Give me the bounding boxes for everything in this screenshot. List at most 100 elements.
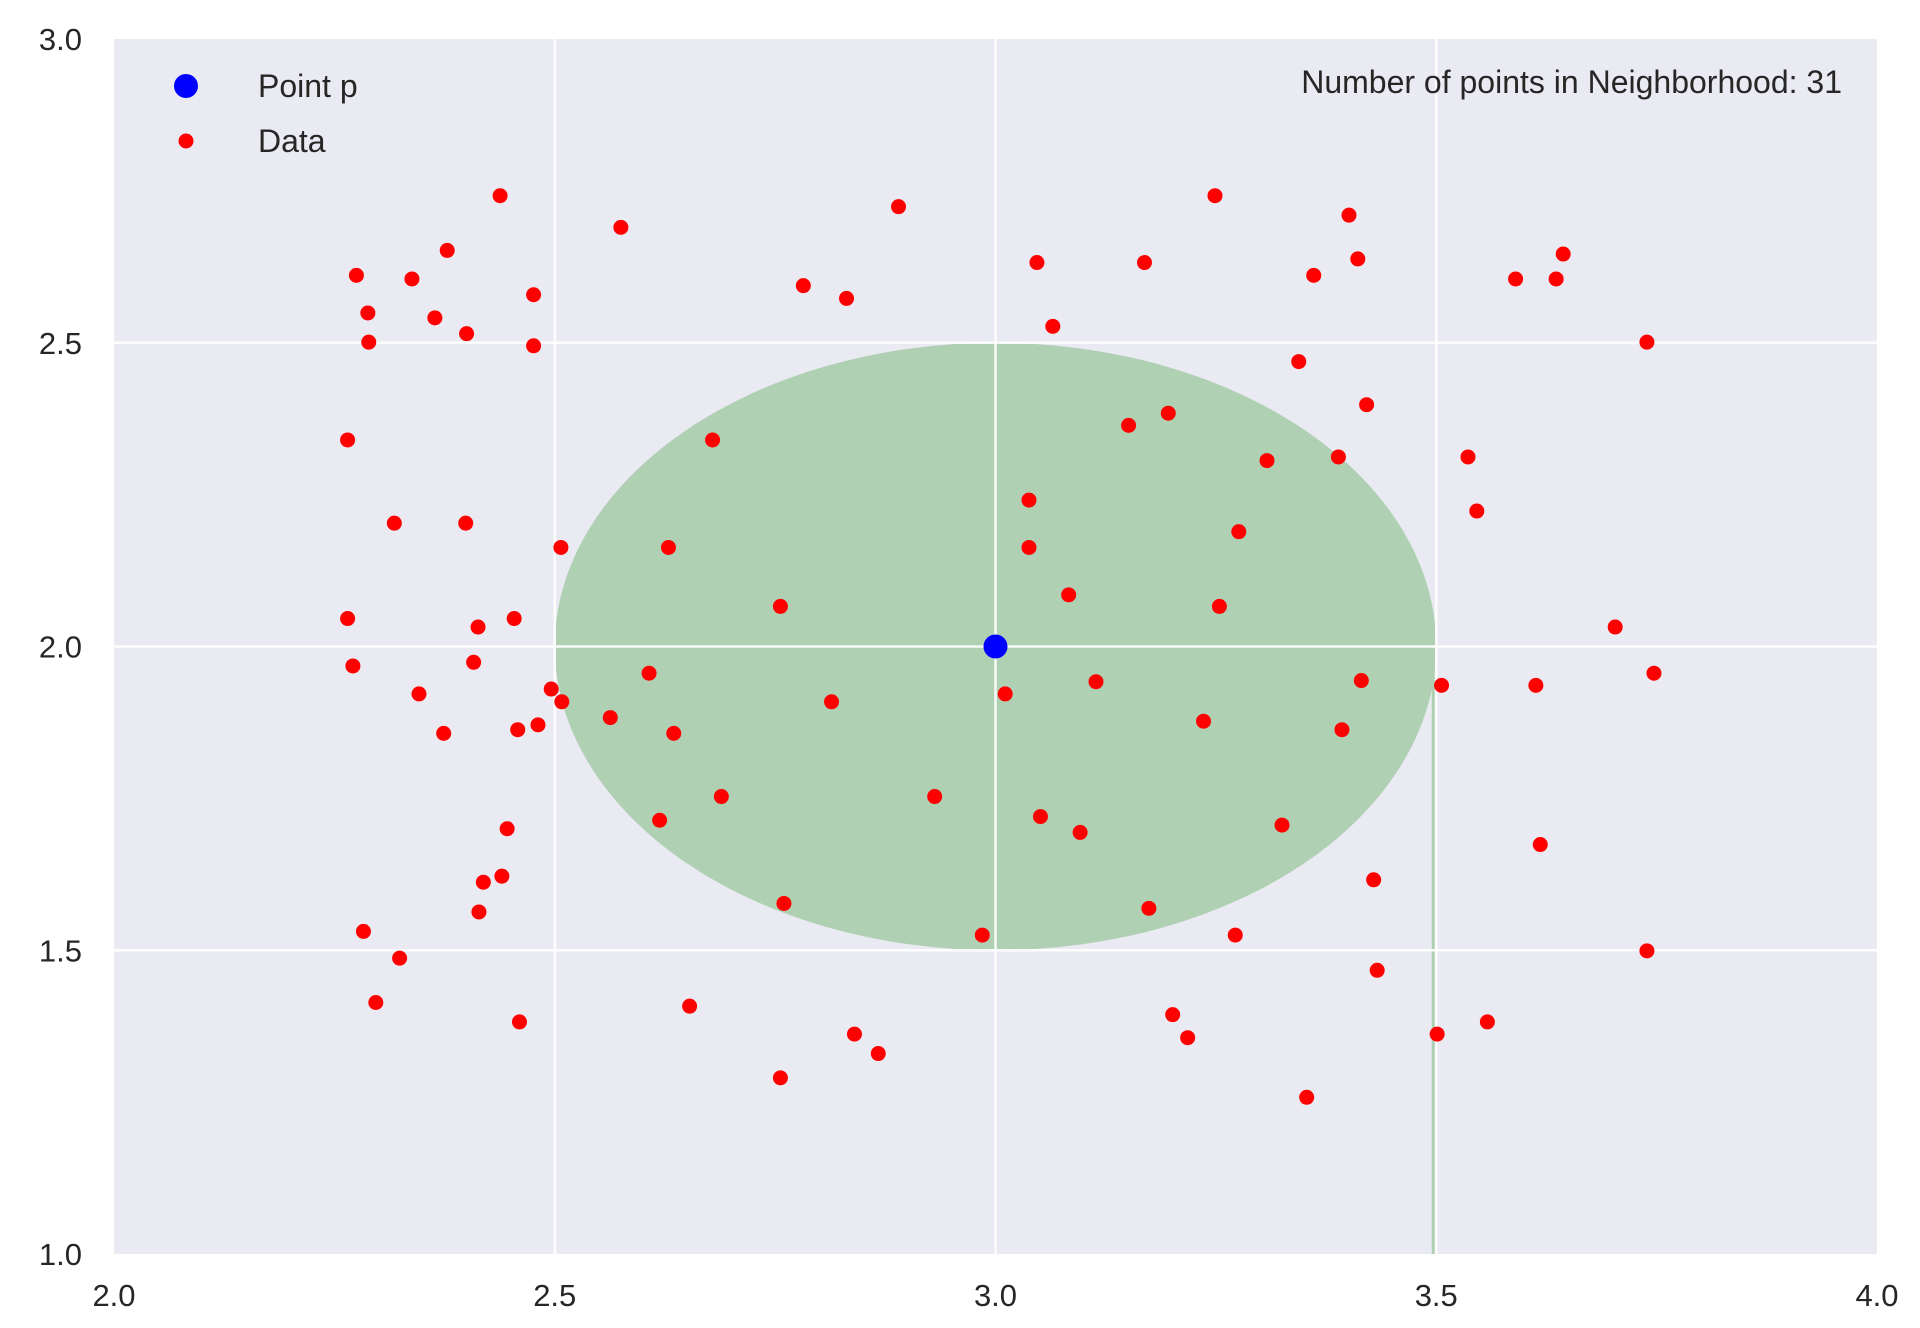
data-point bbox=[1646, 665, 1662, 681]
data-point bbox=[1231, 524, 1247, 540]
data-point bbox=[602, 710, 618, 726]
data-point bbox=[824, 694, 840, 710]
data-point bbox=[526, 338, 542, 354]
data-point bbox=[1207, 188, 1223, 204]
data-point bbox=[368, 994, 384, 1010]
data-point bbox=[891, 199, 907, 215]
data-point bbox=[1180, 1030, 1196, 1046]
data-point bbox=[340, 611, 356, 627]
data-point bbox=[772, 1070, 788, 1086]
neighborhood-count-annotation: Number of points in Neighborhood: 31 bbox=[1301, 64, 1842, 100]
legend-label-point-p: Point p bbox=[258, 68, 358, 104]
data-point bbox=[459, 326, 475, 342]
data-point bbox=[846, 1026, 862, 1042]
data-point bbox=[1479, 1014, 1495, 1030]
data-point bbox=[1029, 255, 1045, 271]
data-point bbox=[1528, 677, 1544, 693]
data-point bbox=[1334, 722, 1350, 738]
data-point bbox=[530, 717, 546, 733]
x-axis-ticks: 2.0 2.5 3.0 3.5 4.0 bbox=[92, 1278, 1898, 1313]
data-point bbox=[348, 267, 364, 283]
point-p bbox=[983, 634, 1008, 659]
data-point bbox=[392, 950, 408, 966]
data-point bbox=[494, 868, 510, 884]
data-point bbox=[1366, 872, 1382, 888]
data-point bbox=[492, 188, 508, 204]
data-point bbox=[466, 654, 482, 670]
data-point bbox=[1072, 824, 1088, 840]
data-point bbox=[360, 305, 376, 321]
data-point bbox=[705, 432, 721, 448]
data-point bbox=[776, 895, 792, 911]
legend-data-icon bbox=[178, 133, 194, 149]
data-point bbox=[666, 725, 682, 741]
data-point bbox=[470, 619, 486, 635]
data-point bbox=[1291, 354, 1307, 370]
legend: Point p Data bbox=[174, 68, 358, 159]
data-point bbox=[1165, 1007, 1181, 1023]
data-point bbox=[471, 904, 487, 920]
y-tick-label: 2.5 bbox=[39, 326, 82, 361]
y-tick-label: 1.0 bbox=[39, 1237, 82, 1272]
data-point bbox=[1460, 449, 1476, 465]
data-point bbox=[1259, 453, 1275, 469]
x-tick-label: 3.0 bbox=[974, 1278, 1017, 1313]
data-point bbox=[355, 923, 371, 939]
data-point bbox=[386, 515, 402, 531]
data-point bbox=[1369, 962, 1385, 978]
data-point bbox=[427, 310, 443, 326]
data-point bbox=[458, 515, 474, 531]
data-point bbox=[1639, 334, 1655, 350]
data-point bbox=[1555, 246, 1571, 262]
data-point bbox=[543, 681, 559, 697]
data-point bbox=[1508, 271, 1524, 287]
data-point bbox=[554, 694, 570, 710]
data-point bbox=[795, 278, 811, 294]
data-point bbox=[1196, 713, 1212, 729]
y-axis-ticks: 1.0 1.5 2.0 2.5 3.0 bbox=[39, 22, 82, 1272]
data-point bbox=[340, 432, 356, 448]
data-point bbox=[997, 686, 1013, 702]
data-point bbox=[361, 334, 377, 350]
data-point bbox=[1350, 251, 1366, 267]
data-point bbox=[511, 1014, 527, 1030]
x-tick-label: 2.0 bbox=[92, 1278, 135, 1313]
data-point bbox=[1136, 255, 1152, 271]
data-point bbox=[682, 998, 698, 1014]
data-point bbox=[839, 290, 855, 306]
data-point bbox=[772, 598, 788, 614]
data-points bbox=[340, 188, 1662, 1105]
data-point bbox=[660, 539, 676, 555]
legend-label-data: Data bbox=[258, 123, 326, 159]
data-point bbox=[1607, 619, 1623, 635]
data-point bbox=[506, 611, 522, 627]
data-point bbox=[1429, 1026, 1445, 1042]
data-point bbox=[1045, 318, 1061, 334]
data-point bbox=[526, 287, 542, 303]
data-point bbox=[1227, 927, 1243, 943]
data-point bbox=[1121, 417, 1137, 433]
data-point bbox=[345, 658, 361, 674]
data-point bbox=[613, 219, 629, 235]
data-point bbox=[510, 722, 526, 738]
data-point bbox=[1274, 817, 1290, 833]
data-point bbox=[1211, 598, 1227, 614]
data-point bbox=[1353, 673, 1369, 689]
data-point bbox=[436, 725, 452, 741]
y-tick-label: 3.0 bbox=[39, 22, 82, 57]
data-point bbox=[439, 242, 455, 258]
x-tick-label: 2.5 bbox=[533, 1278, 576, 1313]
point-p-marker bbox=[983, 634, 1008, 659]
data-point bbox=[1141, 900, 1157, 916]
data-point bbox=[499, 821, 515, 837]
data-point bbox=[1548, 271, 1564, 287]
data-point bbox=[1469, 503, 1485, 519]
data-point bbox=[927, 789, 943, 805]
data-point bbox=[1434, 677, 1450, 693]
data-point bbox=[1021, 492, 1037, 508]
data-point bbox=[1021, 539, 1037, 555]
data-point bbox=[652, 812, 668, 828]
data-point bbox=[713, 789, 729, 805]
data-point bbox=[553, 539, 569, 555]
